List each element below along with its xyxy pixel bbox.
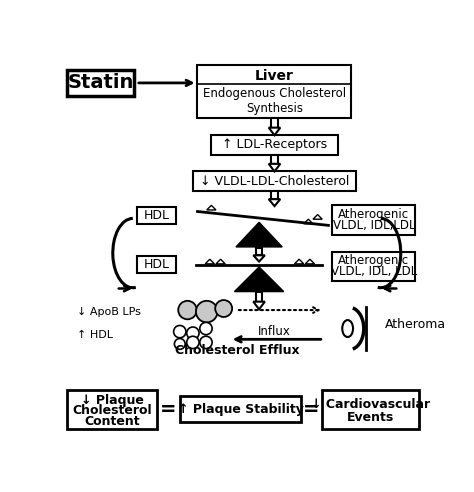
Text: HDL: HDL	[144, 209, 170, 222]
Text: VLDL, IDL, LDL: VLDL, IDL, LDL	[331, 265, 417, 278]
Polygon shape	[269, 164, 280, 171]
Circle shape	[200, 322, 212, 335]
Polygon shape	[305, 259, 315, 264]
Text: Influx: Influx	[258, 325, 291, 338]
Bar	[66, 70, 134, 96]
Polygon shape	[205, 259, 214, 264]
Circle shape	[187, 336, 199, 348]
Bar	[332, 205, 415, 235]
Text: ↑ Plaque Stability: ↑ Plaque Stability	[178, 403, 303, 416]
Circle shape	[187, 327, 199, 339]
Polygon shape	[304, 219, 313, 224]
Text: =: =	[303, 400, 319, 419]
Bar	[198, 65, 352, 118]
Text: Cholesterol Efflux: Cholesterol Efflux	[175, 343, 300, 357]
Polygon shape	[256, 292, 262, 302]
Polygon shape	[236, 222, 282, 247]
Polygon shape	[272, 191, 278, 199]
Bar	[193, 171, 356, 191]
Bar	[180, 396, 301, 423]
Text: Atherogenic: Atherogenic	[338, 208, 410, 221]
Polygon shape	[294, 259, 304, 264]
Circle shape	[200, 336, 212, 348]
Polygon shape	[313, 215, 322, 219]
Text: VLDL, IDL,LDL: VLDL, IDL,LDL	[333, 219, 415, 232]
Text: Events: Events	[347, 411, 394, 425]
Text: =: =	[160, 400, 176, 419]
Circle shape	[178, 301, 197, 319]
Bar	[137, 256, 176, 273]
Circle shape	[196, 301, 218, 322]
Text: ↓ Cardiovascular: ↓ Cardiovascular	[311, 398, 430, 410]
Text: ↑ LDL-Receptors: ↑ LDL-Receptors	[222, 138, 327, 152]
Text: Atherogenic: Atherogenic	[338, 254, 410, 267]
Circle shape	[215, 300, 232, 317]
Bar	[66, 390, 157, 429]
Text: Statin: Statin	[67, 73, 134, 92]
Circle shape	[173, 326, 186, 338]
Polygon shape	[207, 205, 216, 210]
Polygon shape	[272, 154, 278, 164]
Polygon shape	[235, 267, 284, 292]
Polygon shape	[269, 127, 280, 135]
Bar	[137, 207, 176, 224]
Ellipse shape	[342, 320, 353, 337]
Circle shape	[174, 338, 185, 349]
Text: Atheroma: Atheroma	[385, 318, 447, 331]
Polygon shape	[253, 255, 265, 262]
Polygon shape	[272, 119, 278, 127]
Text: ↓ Plaque: ↓ Plaque	[81, 394, 144, 407]
Polygon shape	[253, 302, 265, 309]
Text: ↓ ApoB LPs: ↓ ApoB LPs	[77, 307, 141, 317]
Text: ↑ HDL: ↑ HDL	[77, 330, 113, 339]
Polygon shape	[216, 259, 225, 264]
Text: Content: Content	[84, 415, 140, 428]
Bar	[210, 135, 338, 154]
Text: HDL: HDL	[144, 258, 170, 271]
Text: Liver: Liver	[255, 69, 294, 83]
Text: ↓ VLDL-LDL-Cholesterol: ↓ VLDL-LDL-Cholesterol	[200, 175, 349, 187]
Text: Endogenous Cholesterol
Synthesis: Endogenous Cholesterol Synthesis	[203, 87, 346, 115]
Polygon shape	[256, 247, 262, 255]
Text: Cholesterol: Cholesterol	[72, 404, 152, 417]
Bar	[332, 251, 415, 281]
Bar	[322, 390, 419, 429]
Polygon shape	[269, 199, 280, 206]
